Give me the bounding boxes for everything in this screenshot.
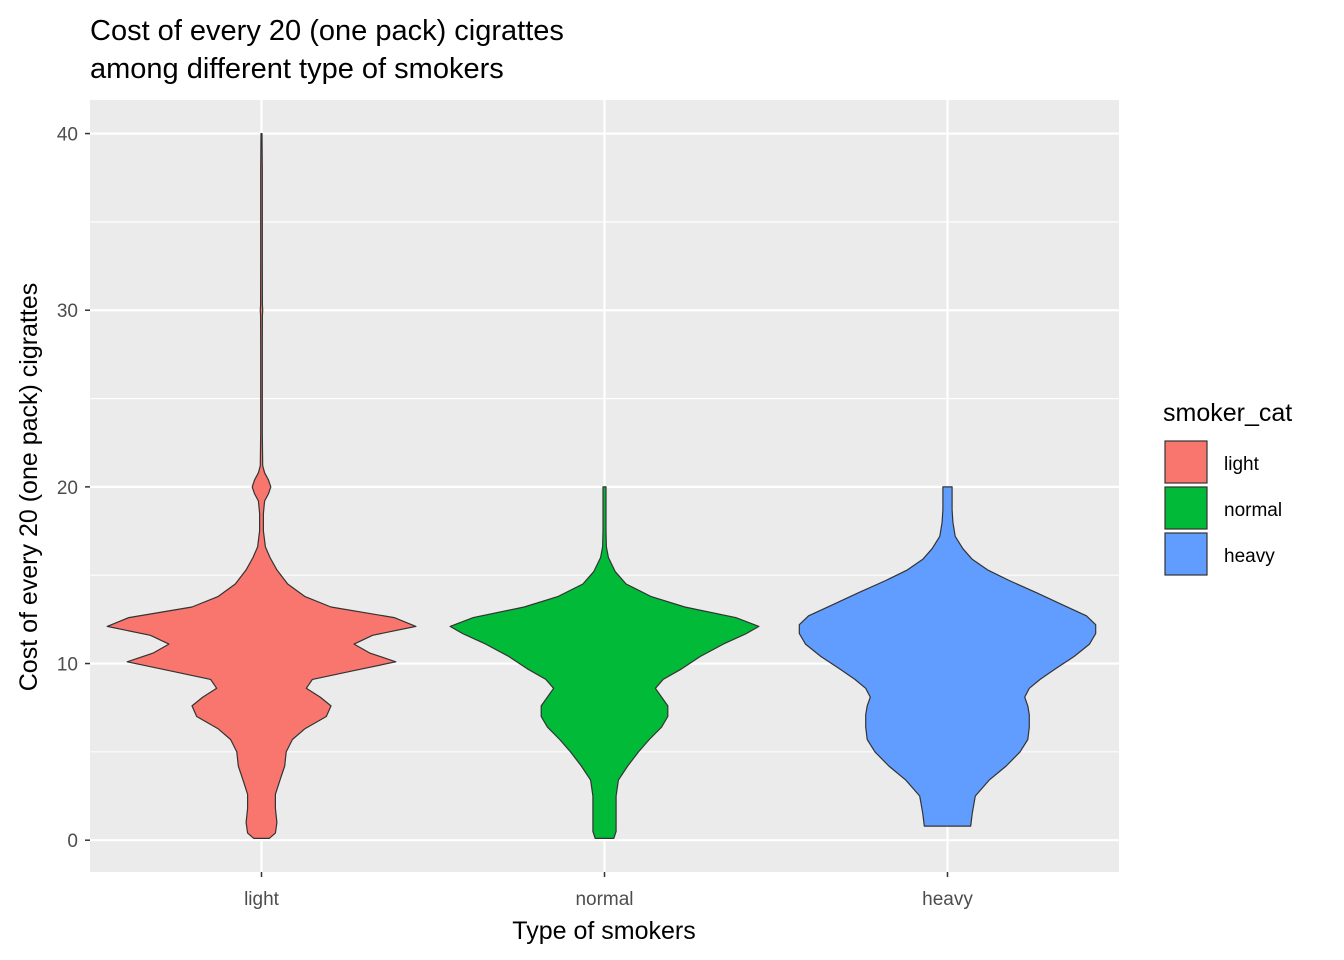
chart-title-line2: among different type of smokers <box>90 53 504 85</box>
y-tick-label: 10 <box>57 655 78 676</box>
legend-key-heavy <box>1164 532 1208 576</box>
legend-title: smoker_cat <box>1163 399 1292 427</box>
legend-label-normal: normal <box>1224 500 1282 521</box>
legend-key-normal <box>1164 486 1208 530</box>
y-axis-title: Cost of every 20 (one pack) cigrattes <box>15 283 43 692</box>
x-tick-label-light: light <box>244 889 280 910</box>
violin-normal <box>449 486 760 839</box>
violins <box>106 133 1097 839</box>
y-axis-ticks: 0 10 20 30 40 <box>57 125 90 852</box>
x-tick-label-heavy: heavy <box>922 889 973 910</box>
legend-items: light normal heavy <box>1164 440 1282 576</box>
y-tick-label: 40 <box>57 125 78 146</box>
violin-heavy <box>798 486 1097 827</box>
legend-label-light: light <box>1224 454 1260 475</box>
legend-label-heavy: heavy <box>1224 546 1275 567</box>
y-tick-label: 30 <box>57 301 78 322</box>
x-axis-title: Type of smokers <box>512 917 695 945</box>
legend: smoker_cat light normal heavy <box>1163 399 1292 576</box>
x-tick-label-normal: normal <box>575 889 633 910</box>
legend-key-light <box>1164 440 1208 484</box>
y-tick-label: 20 <box>57 478 78 499</box>
violin-light <box>106 133 417 839</box>
chart-title-line1: Cost of every 20 (one pack) cigrattes <box>90 15 564 47</box>
y-tick-label: 0 <box>67 831 78 852</box>
x-axis-ticks: light normal heavy <box>244 872 973 910</box>
